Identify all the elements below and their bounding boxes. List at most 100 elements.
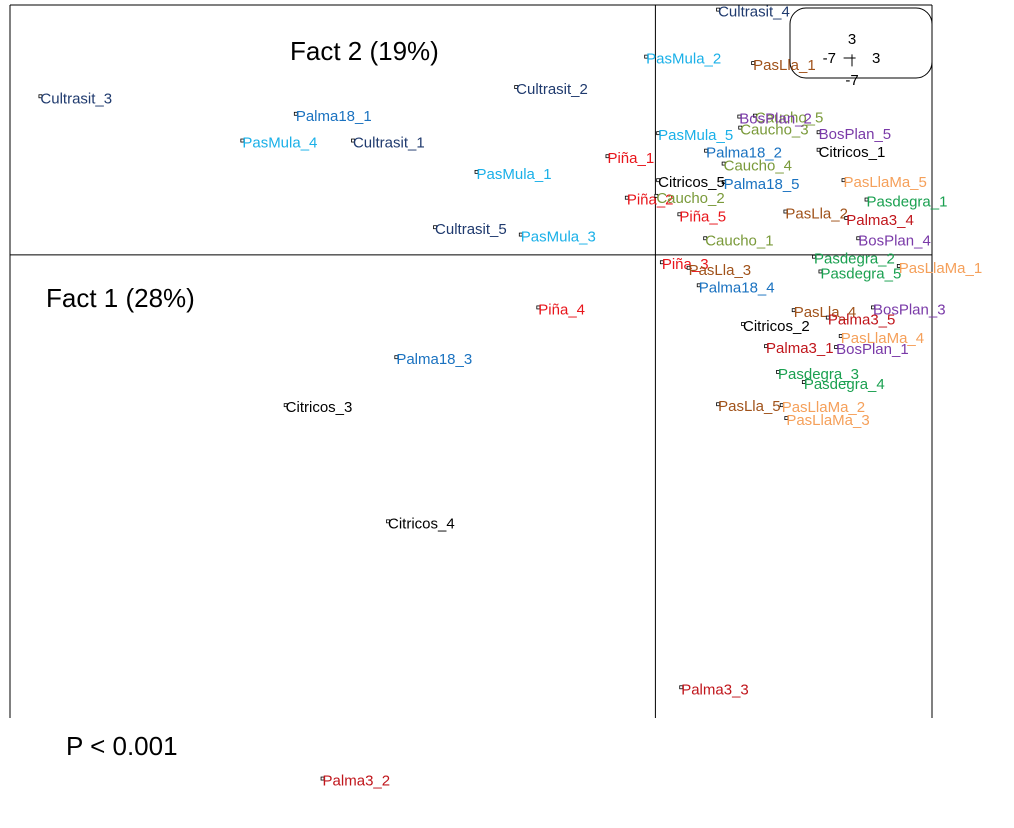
point xyxy=(776,370,780,374)
point xyxy=(816,130,821,135)
point xyxy=(721,180,726,184)
point-label: Cultrasit_2 xyxy=(516,81,588,98)
point-label: BosPlan_1 xyxy=(836,341,909,358)
point-label: PasLla_5 xyxy=(718,398,781,415)
point-label: Palma18_3 xyxy=(396,351,472,368)
point xyxy=(240,138,245,143)
point xyxy=(721,161,726,166)
point xyxy=(896,264,901,268)
point-label: Palma3_2 xyxy=(323,773,391,790)
point-label: Citricos_4 xyxy=(388,515,455,532)
axis-annotation: Fact 2 (19%) xyxy=(290,36,439,66)
point-label: Pasdegra_2 xyxy=(814,251,895,268)
point-label: Palma18_5 xyxy=(724,176,800,193)
point xyxy=(654,193,659,198)
point-label: PasMula_2 xyxy=(646,51,721,68)
point-label: PasLlaMa_1 xyxy=(899,260,982,277)
point xyxy=(741,322,745,326)
point-label: Palma3_3 xyxy=(681,681,749,698)
point-label: PasMula_4 xyxy=(242,135,317,152)
point xyxy=(704,148,709,153)
point xyxy=(474,169,479,174)
point-label: Palma3_1 xyxy=(766,340,834,357)
point-label: Piña_4 xyxy=(538,301,585,318)
point-label: PasLla_1 xyxy=(753,57,816,74)
axis-annotation: Fact 1 (28%) xyxy=(46,283,195,313)
point-label: Cultrasit_1 xyxy=(353,135,425,152)
point-label: PasLla_3 xyxy=(689,262,752,279)
point-label: PasLlaMa_4 xyxy=(841,330,924,347)
point-label: Piña_2 xyxy=(627,192,674,209)
point xyxy=(514,85,519,89)
point xyxy=(659,260,664,265)
point xyxy=(825,315,830,320)
scale-label: 3 xyxy=(872,50,880,67)
point-label: Palma3_4 xyxy=(846,212,914,229)
point-label: Palma18_4 xyxy=(699,279,775,296)
point-label: BosPlan_2 xyxy=(739,111,812,128)
point-label: Caucho_3 xyxy=(740,122,808,139)
point xyxy=(812,254,816,259)
point-label: Citricos_2 xyxy=(743,318,810,335)
point xyxy=(738,125,743,130)
point-label: PasLlaMa_3 xyxy=(786,412,869,429)
point xyxy=(38,94,43,99)
point-label: Cultrasit_4 xyxy=(718,4,790,21)
point xyxy=(844,216,849,220)
point-label: Palma3_5 xyxy=(828,312,896,329)
point xyxy=(696,283,701,288)
point-label: Caucho_1 xyxy=(705,232,773,249)
point xyxy=(386,519,390,524)
point-label: Pasdegra_1 xyxy=(867,194,948,211)
point xyxy=(283,403,288,408)
point xyxy=(818,269,823,274)
point-label: PasLlaMa_5 xyxy=(843,174,926,191)
point-label: Cultrasit_3 xyxy=(40,90,112,107)
point xyxy=(716,7,720,12)
point-label: BosPlan_4 xyxy=(858,232,931,249)
point-label: PasMula_5 xyxy=(658,127,733,144)
point xyxy=(320,776,325,781)
point xyxy=(536,305,541,310)
point-label: PasLla_2 xyxy=(785,206,848,223)
point-label: Pasdegra_4 xyxy=(804,376,885,393)
point xyxy=(751,61,756,65)
point-label: PasLla_4 xyxy=(794,304,857,321)
scale-label: -7 xyxy=(823,50,836,67)
point xyxy=(605,154,610,159)
point-label: Caucho_2 xyxy=(656,190,724,207)
point xyxy=(856,236,861,241)
point xyxy=(737,114,742,119)
point-label: Cultrasit_5 xyxy=(435,221,507,238)
point xyxy=(791,308,796,313)
point-label: Palma18_1 xyxy=(296,108,372,125)
point-label: BosPlan_5 xyxy=(819,126,892,143)
point xyxy=(864,197,869,202)
point xyxy=(784,416,789,420)
point-label: Caucho_4 xyxy=(724,158,792,175)
point xyxy=(801,380,806,384)
point-label: PasMula_1 xyxy=(477,166,552,183)
point-label: Piña_3 xyxy=(662,256,709,273)
p-value: P < 0.001 xyxy=(66,731,178,761)
point xyxy=(834,345,839,349)
point-label: BosPlan_3 xyxy=(873,301,946,318)
point xyxy=(624,195,629,200)
point xyxy=(779,403,784,408)
point-label: Piña_1 xyxy=(607,150,654,167)
scale-label: 3 xyxy=(848,31,856,48)
point xyxy=(871,305,875,310)
point xyxy=(679,685,684,690)
point xyxy=(394,355,399,360)
point xyxy=(703,236,708,241)
point-label: Piña_5 xyxy=(679,208,726,225)
point xyxy=(841,178,846,183)
point xyxy=(838,334,843,338)
point xyxy=(656,178,661,183)
point-label: Pasdegra_3 xyxy=(778,366,859,383)
point xyxy=(764,344,768,349)
point-label: Citricos_1 xyxy=(819,144,886,161)
point xyxy=(518,232,523,237)
point xyxy=(433,225,437,230)
